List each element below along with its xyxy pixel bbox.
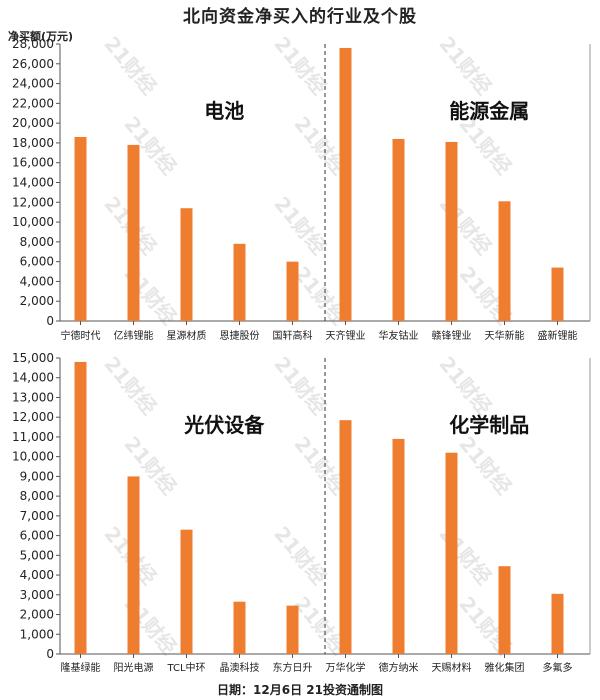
watermark: 21财经 — [99, 32, 161, 99]
bar — [498, 566, 511, 654]
y-tick-label: 10,000 — [12, 215, 54, 229]
x-category-label: 阳光电源 — [114, 661, 154, 674]
y-tick-label: 24,000 — [12, 77, 54, 91]
y-axis-unit-label: 净买额(万元) — [8, 30, 74, 43]
x-category-label: 恩捷股份 — [220, 329, 260, 342]
y-tick-label: 15,000 — [12, 351, 54, 365]
y-tick-label: 6,000 — [20, 529, 54, 543]
x-category-label: 宁德时代 — [61, 329, 101, 342]
y-tick-label: 0 — [46, 314, 54, 328]
x-category-label: 万华化学 — [326, 661, 366, 674]
x-category-label: 东方日升 — [273, 661, 313, 674]
x-category-label: 盛新锂能 — [538, 329, 578, 342]
y-tick-label: 12,000 — [12, 410, 54, 424]
y-tick-label: 26,000 — [12, 57, 54, 71]
watermark: 21财经 — [434, 32, 496, 99]
bar — [551, 593, 564, 654]
y-tick-label: 20,000 — [12, 116, 54, 130]
bar — [551, 267, 564, 321]
watermark: 21财经 — [269, 32, 331, 99]
bar — [180, 208, 193, 321]
watermark: 21财经 — [269, 192, 331, 259]
watermark: 21财经 — [99, 352, 161, 419]
bar — [339, 420, 352, 654]
bar — [127, 476, 140, 654]
bar — [445, 141, 458, 321]
x-category-label: 晶澳科技 — [220, 661, 260, 674]
y-tick-label: 2,000 — [20, 294, 54, 308]
x-category-label: 隆基绿能 — [61, 661, 101, 674]
bar — [286, 605, 299, 654]
x-category-label: TCL中环 — [166, 661, 205, 674]
chart-title: 北向资金净买入的行业及个股 — [183, 7, 417, 27]
watermark: 21财经 — [434, 192, 496, 259]
bar — [286, 261, 299, 321]
y-tick-label: 0 — [46, 647, 54, 661]
y-tick-label: 8,000 — [20, 489, 54, 503]
y-tick-label: 3,000 — [20, 588, 54, 602]
y-tick-label: 11,000 — [12, 430, 54, 444]
y-tick-label: 18,000 — [12, 136, 54, 150]
x-category-label: 亿纬锂能 — [114, 329, 154, 342]
bar — [392, 138, 405, 321]
panel-title: 电池 — [204, 99, 244, 123]
y-tick-label: 10,000 — [12, 450, 54, 464]
bar — [445, 452, 458, 654]
watermark: 21财经 — [434, 522, 496, 589]
watermark: 21财经 — [269, 352, 331, 419]
bar — [498, 201, 511, 321]
bar — [392, 438, 405, 654]
y-tick-label: 28,000 — [12, 37, 54, 51]
x-category-label: 多氟多 — [543, 661, 573, 674]
y-tick-label: 4,000 — [20, 568, 54, 582]
panel-title: 化学制品 — [449, 413, 529, 437]
x-category-label: 星源材质 — [167, 329, 207, 342]
y-tick-label: 12,000 — [12, 195, 54, 209]
bar — [180, 529, 193, 654]
x-category-label: 天华新能 — [485, 329, 525, 342]
bar — [233, 601, 246, 654]
y-tick-label: 6,000 — [20, 255, 54, 269]
panel-title: 能源金属 — [449, 99, 529, 123]
y-tick-label: 4,000 — [20, 274, 54, 288]
bar — [74, 361, 87, 654]
y-tick-label: 8,000 — [20, 235, 54, 249]
y-tick-label: 22,000 — [12, 96, 54, 110]
bar — [74, 136, 87, 321]
y-tick-label: 1,000 — [20, 627, 54, 641]
y-tick-label: 2,000 — [20, 608, 54, 622]
x-category-label: 天齐锂业 — [326, 329, 366, 342]
x-category-label: 国轩高科 — [273, 329, 313, 342]
y-tick-label: 9,000 — [20, 469, 54, 483]
y-tick-label: 7,000 — [20, 509, 54, 523]
bar — [339, 47, 352, 321]
x-category-label: 天赐材料 — [432, 661, 472, 674]
bar — [127, 144, 140, 321]
y-tick-label: 14,000 — [12, 176, 54, 190]
watermark: 21财经 — [454, 432, 516, 499]
y-tick-label: 16,000 — [12, 156, 54, 170]
y-tick-label: 5,000 — [20, 548, 54, 562]
footer-caption: 日期：12月6日 21投资通制图 — [217, 683, 383, 697]
y-tick-label: 13,000 — [12, 390, 54, 404]
x-category-label: 赣锋锂业 — [432, 329, 472, 342]
x-category-label: 德方纳米 — [379, 661, 419, 674]
y-tick-label: 14,000 — [12, 371, 54, 385]
bar — [233, 243, 246, 321]
panel-title: 光伏设备 — [183, 413, 265, 437]
x-category-label: 雅化集团 — [485, 661, 525, 674]
x-category-label: 华友钴业 — [379, 329, 419, 342]
watermark: 21财经 — [269, 522, 331, 589]
watermark: 21财经 — [434, 352, 496, 419]
